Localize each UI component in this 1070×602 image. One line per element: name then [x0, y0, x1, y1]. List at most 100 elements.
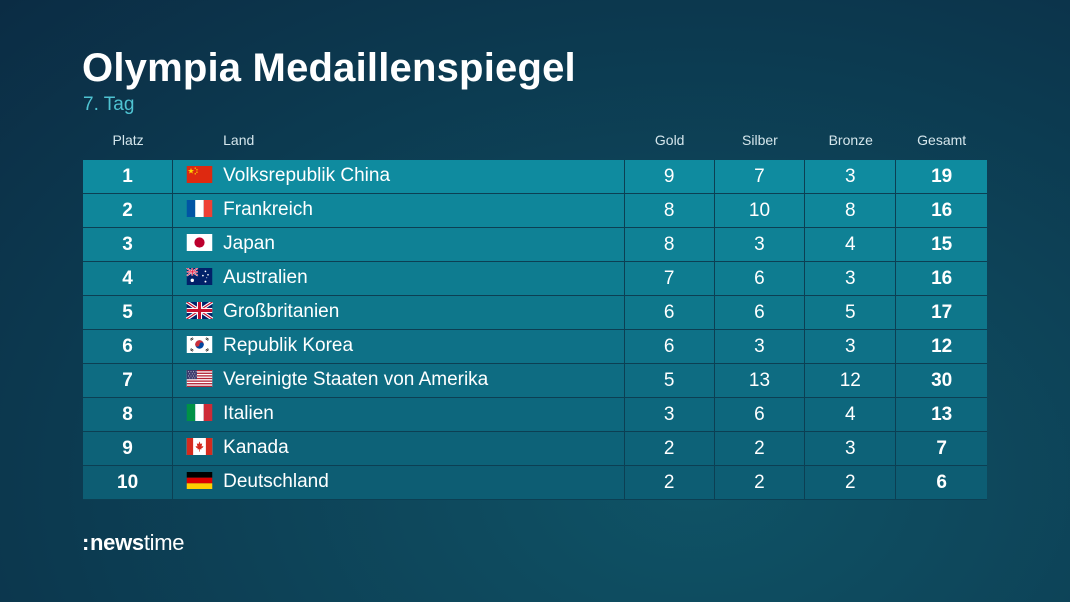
flag-australia-icon [185, 267, 214, 285]
gold-cell: 6 [624, 296, 715, 330]
country-cell: Großbritanien [173, 296, 625, 330]
total-cell: 30 [896, 364, 987, 398]
country-name: Australien [223, 267, 308, 289]
logo-time: time [143, 530, 185, 555]
gold-cell: 3 [624, 398, 715, 432]
country-cell: Kanada [173, 432, 625, 466]
country-name: Italien [223, 403, 274, 425]
country-cell: Frankreich [173, 194, 625, 228]
rank-cell: 2 [83, 194, 174, 228]
country-cell: Volksrepublik China [173, 160, 625, 194]
rank-cell: 5 [83, 296, 174, 330]
silver-cell: 6 [714, 398, 806, 432]
column-header-platz: Platz [112, 132, 144, 148]
flag-germany-icon [185, 471, 214, 489]
table-row: 1 Volksrepublik China 9 7 3 19 [83, 160, 987, 194]
silver-cell: 2 [714, 466, 806, 500]
bronze-cell: 4 [805, 398, 897, 432]
total-cell: 16 [896, 194, 987, 228]
country-name: Kanada [223, 437, 289, 459]
silver-cell: 6 [714, 262, 806, 296]
logo-prefix: : [82, 530, 90, 555]
bronze-cell: 8 [805, 194, 897, 228]
country-cell: Japan [173, 228, 625, 262]
gold-cell: 8 [624, 194, 715, 228]
rank-cell: 1 [83, 160, 174, 194]
silver-cell: 3 [714, 228, 806, 262]
rank-cell: 4 [83, 262, 174, 296]
chart-subtitle: 7. Tag [83, 94, 135, 115]
chart-title: Olympia Medaillenspiegel [82, 46, 576, 90]
flag-korea-icon [185, 335, 214, 353]
gold-cell: 2 [624, 432, 715, 466]
country-cell: Republik Korea [173, 330, 625, 364]
gold-cell: 8 [624, 228, 715, 262]
country-name: Großbritanien [223, 301, 340, 323]
table-header-row: Platz Land Gold Silber Bronze Gesamt [83, 128, 987, 160]
gold-cell: 7 [624, 262, 715, 296]
silver-cell: 13 [714, 364, 806, 398]
column-header-gold: Gold [654, 132, 685, 148]
silver-cell: 3 [714, 330, 806, 364]
country-name: Deutschland [223, 471, 329, 493]
flag-japan-icon [185, 233, 214, 251]
column-header-bronze: Bronze [828, 132, 873, 148]
medal-table: Platz Land Gold Silber Bronze Gesamt 1 Vo… [83, 128, 987, 500]
rank-cell: 7 [83, 364, 174, 398]
flag-canada-icon [185, 437, 214, 455]
table-row: 3 Japan 8 3 4 15 [83, 228, 987, 262]
bronze-cell: 12 [805, 364, 897, 398]
country-name: Volksrepublik China [223, 165, 391, 187]
table-body: 1 Volksrepublik China 9 7 3 19 2 Frankreich 8 10 8… [83, 160, 987, 500]
rank-cell: 8 [83, 398, 174, 432]
column-header-silber: Silber [742, 132, 778, 148]
country-name: Vereinigte Staaten von Amerika [223, 369, 489, 391]
rank-cell: 6 [83, 330, 174, 364]
table-row: 7 Vereinigte Staaten von Amerika 5 13 12 30 [83, 364, 987, 398]
bronze-cell: 2 [805, 466, 897, 500]
rank-cell: 3 [83, 228, 174, 262]
total-cell: 17 [896, 296, 987, 330]
silver-cell: 7 [714, 160, 806, 194]
total-cell: 16 [896, 262, 987, 296]
table-row: 4 Australien 7 6 3 16 [83, 262, 987, 296]
flag-china-icon [185, 165, 214, 183]
flag-usa-icon [185, 369, 214, 387]
bronze-cell: 3 [805, 262, 897, 296]
bronze-cell: 3 [805, 432, 897, 466]
flag-uk-icon [185, 301, 214, 319]
silver-cell: 10 [714, 194, 806, 228]
flag-italy-icon [185, 403, 214, 421]
flag-france-icon [185, 199, 214, 217]
bronze-cell: 3 [805, 330, 897, 364]
country-name: Japan [223, 233, 275, 255]
table-row: 8 Italien 3 6 4 13 [83, 398, 987, 432]
country-cell: Italien [173, 398, 625, 432]
gold-cell: 6 [624, 330, 715, 364]
bronze-cell: 5 [805, 296, 897, 330]
table-row: 5 Großbritanien 6 6 5 17 [83, 296, 987, 330]
country-cell: Deutschland [173, 466, 625, 500]
total-cell: 6 [896, 466, 987, 500]
gold-cell: 5 [624, 364, 715, 398]
country-name: Republik Korea [223, 335, 354, 357]
country-name: Frankreich [223, 199, 313, 221]
rank-cell: 10 [83, 466, 174, 500]
country-cell: Australien [173, 262, 625, 296]
silver-cell: 2 [714, 432, 806, 466]
total-cell: 12 [896, 330, 987, 364]
total-cell: 19 [896, 160, 987, 194]
total-cell: 15 [896, 228, 987, 262]
column-header-land: Land [223, 132, 255, 148]
column-header-gesamt: Gesamt [917, 132, 967, 148]
gold-cell: 9 [624, 160, 715, 194]
table-row: 9 Kanada 2 2 3 7 [83, 432, 987, 466]
country-cell: Vereinigte Staaten von Amerika [173, 364, 625, 398]
newstime-logo: :newstime [82, 529, 185, 557]
table-row: 6 Republik Korea 6 3 3 12 [83, 330, 987, 364]
bronze-cell: 4 [805, 228, 897, 262]
total-cell: 13 [896, 398, 987, 432]
total-cell: 7 [896, 432, 987, 466]
table-row: 2 Frankreich 8 10 8 16 [83, 194, 987, 228]
bronze-cell: 3 [805, 160, 897, 194]
